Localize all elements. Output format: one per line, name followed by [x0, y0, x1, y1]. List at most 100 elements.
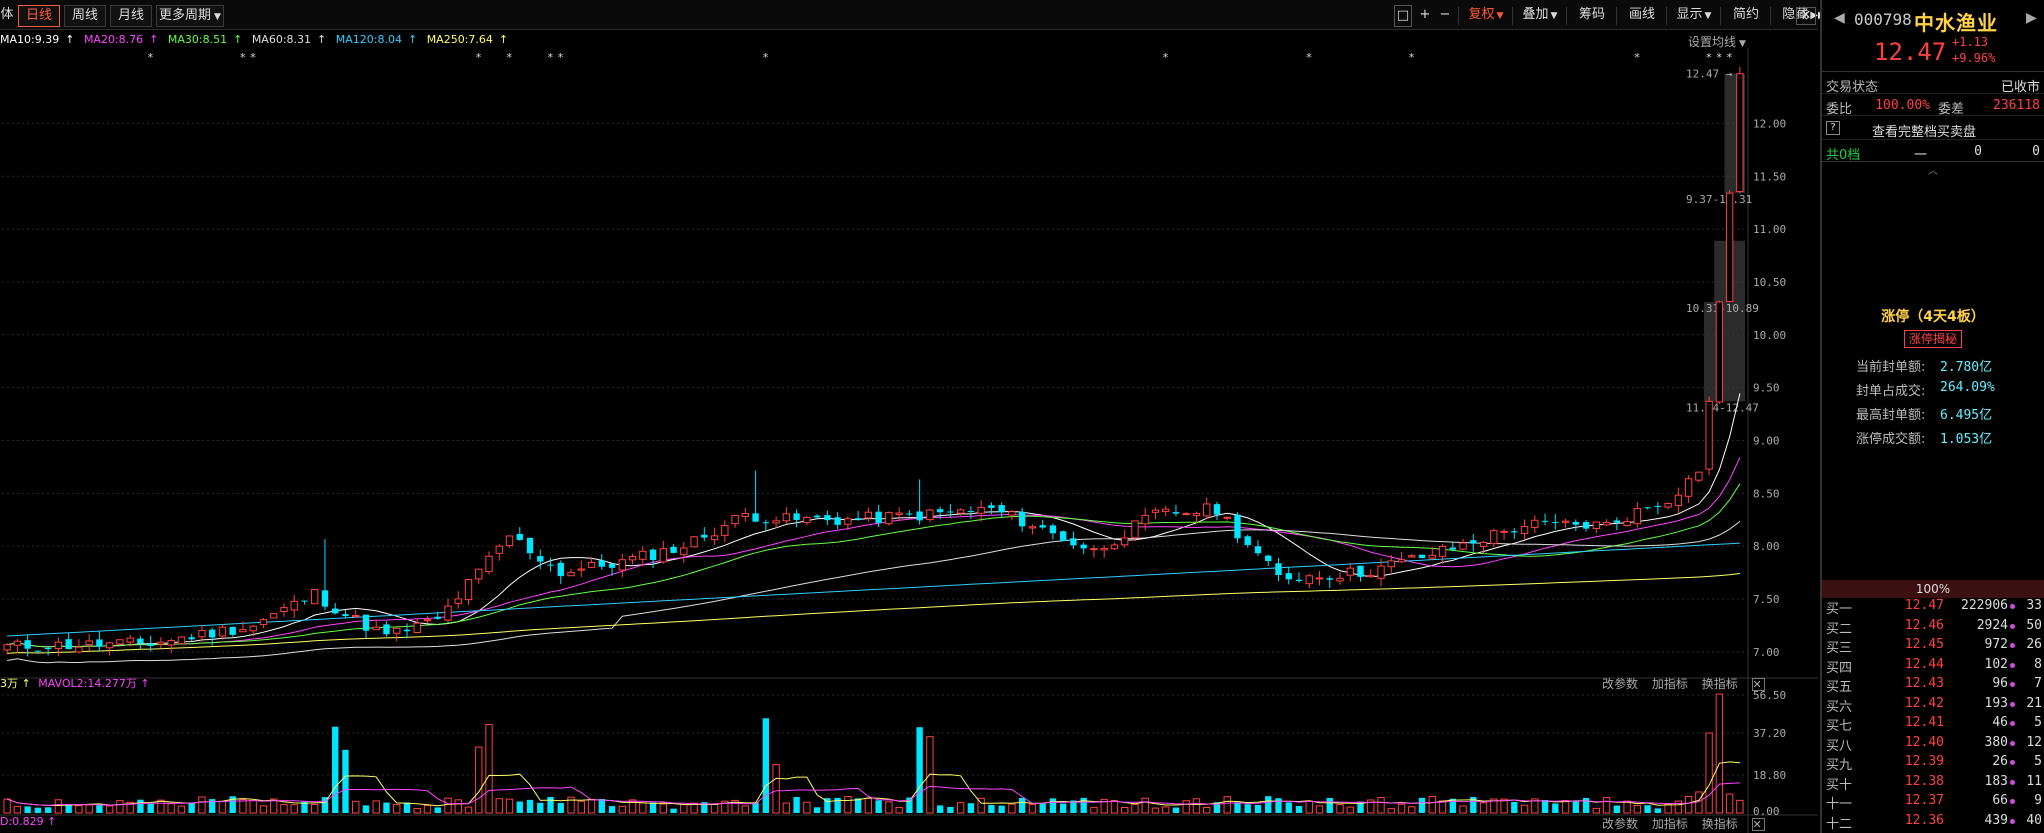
- candle-body: [1121, 537, 1129, 546]
- order-book-row[interactable]: 买一 12.47 222906 33: [1822, 598, 2044, 617]
- adjust-dropdown[interactable]: 复权 ▼: [1462, 5, 1510, 27]
- full-book-row[interactable]: ? 查看完整档买卖盘: [1822, 118, 2044, 140]
- switch-indicator-button[interactable]: 换指标: [1701, 817, 1738, 831]
- order-book-row[interactable]: 买十 12.38 183 11: [1822, 774, 2044, 793]
- order-book-row[interactable]: 买五 12.43 96 7: [1822, 676, 2044, 695]
- close-icon: ✕: [1752, 818, 1762, 831]
- order-book-row[interactable]: 买三 12.45 972 26: [1822, 637, 2044, 656]
- candle-body: [526, 537, 534, 554]
- level-price: 12.47: [1904, 598, 1944, 613]
- trade-status-value: 已收市: [2000, 80, 2040, 95]
- candle-body: [1377, 565, 1385, 579]
- switch-indicator-button[interactable]: 换指标: [1701, 677, 1738, 691]
- volume-bar: [1552, 803, 1559, 813]
- volume-bar: [413, 808, 421, 814]
- candle-body: [1295, 579, 1303, 582]
- event-marker-icon: *: [240, 51, 246, 64]
- zoom-out-button[interactable]: −: [1439, 7, 1451, 22]
- more-periods-dropdown[interactable]: 更多周期 ▼: [156, 5, 224, 27]
- candle-body: [1736, 73, 1744, 193]
- volume-bar: [13, 806, 22, 814]
- volume-bar: [710, 803, 719, 814]
- add-indicator-button[interactable]: 加指标: [1651, 817, 1688, 831]
- chips-button[interactable]: 筹码: [1578, 7, 1605, 22]
- close-chart-button[interactable]: ✕: [1796, 7, 1816, 25]
- up-arrow-icon: ↑: [317, 33, 327, 46]
- tab-weekly[interactable]: 周线: [64, 5, 106, 27]
- volume-bar: [198, 796, 206, 814]
- full-book-link[interactable]: 查看完整档买卖盘: [1872, 125, 1977, 140]
- order-book-row[interactable]: 十一 12.37 66 9: [1822, 793, 2044, 812]
- candle-body: [1305, 575, 1313, 585]
- kline-chart[interactable]: *************** 11.34-12.4710.31-10.899.…: [0, 48, 1818, 833]
- volume-bar: [936, 805, 944, 813]
- prev-stock-icon[interactable]: ◀: [1834, 10, 1845, 26]
- ma-line: [7, 521, 1741, 664]
- volume-bar: [1418, 797, 1426, 813]
- add-indicator-button[interactable]: 加指标: [1651, 677, 1688, 691]
- order-dot-icon: [2010, 701, 2015, 707]
- edit-params-button[interactable]: 改参数: [1602, 817, 1639, 831]
- volume-bar: [1470, 796, 1477, 813]
- overlay-dropdown[interactable]: 叠加 ▼: [1516, 5, 1564, 27]
- close-panel-button[interactable]: ✕: [1751, 678, 1765, 691]
- candle-body: [1684, 478, 1693, 497]
- volume-bar: [1315, 805, 1324, 814]
- volume-bar: [1561, 800, 1570, 814]
- volume-bar: [311, 803, 319, 814]
- candle-body: [1592, 521, 1601, 529]
- edit-params-button[interactable]: 改参数: [1602, 677, 1639, 691]
- order-book-row[interactable]: 买四 12.44 102 8: [1822, 657, 2044, 676]
- volume-bar: [1336, 804, 1344, 814]
- candle-body: [1541, 520, 1549, 522]
- candle-body: [1674, 494, 1683, 506]
- tab-monthly[interactable]: 月线: [110, 5, 152, 27]
- level-price: 12.38: [1904, 773, 1944, 789]
- simple-button[interactable]: 简约: [1732, 7, 1759, 22]
- ma10-label: MA10:9.39: [0, 33, 60, 46]
- candle-body: [998, 505, 1005, 513]
- candle-body: [1613, 520, 1621, 523]
- up-arrow-icon: ↑: [149, 33, 159, 46]
- candle-body: [116, 639, 124, 645]
- order-book-row[interactable]: 买六 12.42 193 21: [1822, 696, 2044, 715]
- volume-bar: [362, 805, 370, 813]
- set-ma-dropdown[interactable]: 设置均线 ▼: [1688, 33, 1746, 50]
- level-label: 共0档: [1826, 148, 1861, 163]
- tab-daily[interactable]: 日线: [18, 5, 60, 27]
- limit-reveal-button[interactable]: 涨停揭秘: [1903, 330, 1962, 348]
- level-count: 12: [2026, 734, 2042, 750]
- volume-bar: [1346, 806, 1354, 814]
- candle-body: [895, 512, 903, 515]
- window-icon-button[interactable]: □: [1394, 5, 1412, 27]
- candle-body: [547, 564, 554, 566]
- candle-body: [926, 509, 934, 520]
- candle-body: [383, 624, 390, 635]
- zoom-in-button[interactable]: +: [1419, 7, 1431, 22]
- order-book-row[interactable]: 买二 12.46 2924 50: [1822, 618, 2044, 637]
- order-book: 买一 12.47 222906 33 买二 12.46 2924 50 买三 12.45 972 26…: [1822, 598, 2044, 833]
- help-icon[interactable]: ?: [1826, 121, 1840, 135]
- order-book-row[interactable]: 买八 12.40 380 12: [1822, 735, 2044, 754]
- level-name: 买十: [1826, 777, 1853, 793]
- collapse-row[interactable]: ︿: [1822, 162, 2044, 177]
- candle-body: [1531, 519, 1539, 528]
- price-tick-label: 8.00: [1753, 540, 1780, 553]
- display-dropdown[interactable]: 显示 ▼: [1670, 5, 1718, 27]
- candle-body: [1049, 525, 1057, 534]
- draw-line-button[interactable]: 画线: [1628, 7, 1655, 22]
- order-book-row[interactable]: 买九 12.39 26 5: [1822, 754, 2044, 773]
- close-panel-button[interactable]: ✕: [1751, 818, 1765, 831]
- order-book-row[interactable]: 十二 12.36 439 40: [1822, 813, 2044, 832]
- next-stock-icon[interactable]: ▶: [2026, 10, 2037, 26]
- candle-body: [752, 513, 759, 522]
- candle-body: [854, 518, 862, 520]
- hide-button[interactable]: 隐藏 ▶▶: [1772, 5, 1836, 27]
- order-book-row[interactable]: 买七 12.41 46 5: [1822, 715, 2044, 734]
- event-marker-icon: *: [476, 51, 482, 64]
- volume-bar: [906, 797, 913, 813]
- chevron-up-icon[interactable]: ︿: [1928, 166, 1938, 177]
- volume-bar: [239, 799, 247, 814]
- volume-bar: [1326, 797, 1333, 813]
- volume-bar: [680, 804, 688, 814]
